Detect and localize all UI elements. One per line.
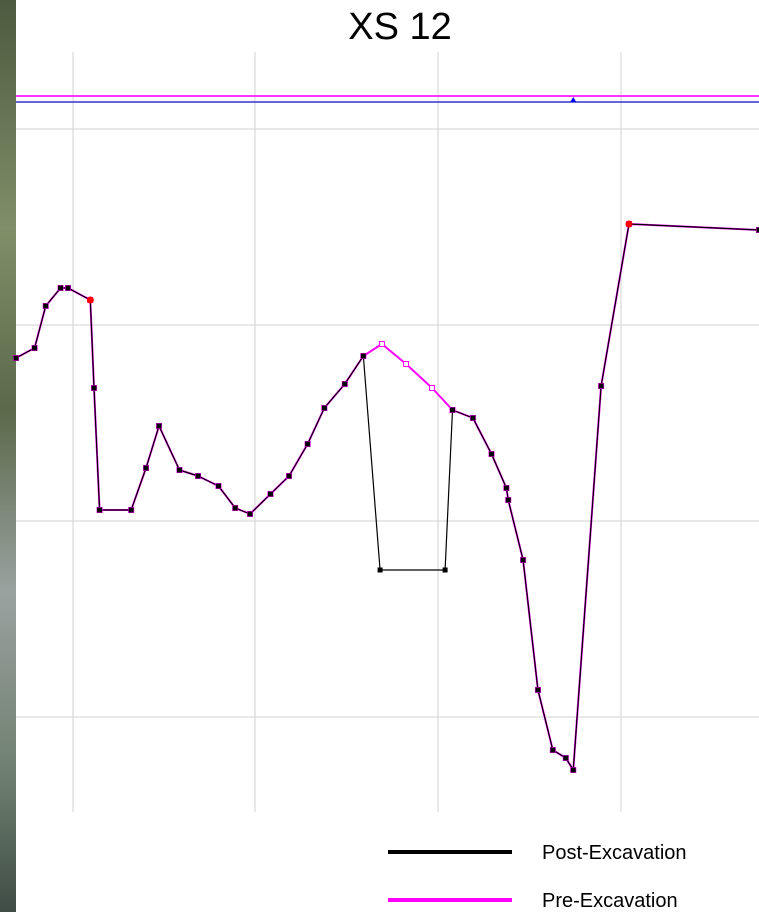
data-point-post-excavation bbox=[65, 285, 71, 291]
data-point-post-excavation bbox=[195, 473, 201, 479]
data-point-post-excavation bbox=[377, 567, 383, 573]
data-point-post-excavation bbox=[143, 465, 149, 471]
plot-background bbox=[16, 0, 759, 912]
data-point-post-excavation bbox=[520, 557, 526, 563]
series-layer bbox=[13, 220, 759, 773]
data-point-post-excavation bbox=[535, 687, 541, 693]
data-point-post-excavation bbox=[442, 567, 448, 573]
data-point-post-excavation bbox=[321, 405, 327, 411]
data-point-post-excavation bbox=[470, 415, 476, 421]
gridlines bbox=[16, 52, 759, 812]
data-point-post-excavation bbox=[43, 303, 49, 309]
data-point-post-excavation bbox=[286, 473, 292, 479]
data-point-post-excavation bbox=[550, 747, 556, 753]
data-point-post-excavation bbox=[128, 507, 134, 513]
data-point-post-excavation bbox=[32, 345, 38, 351]
water-surface-marker bbox=[570, 97, 577, 102]
data-point-pre-excavation bbox=[378, 341, 385, 347]
data-point-post-excavation bbox=[13, 355, 19, 361]
data-point-post-excavation bbox=[563, 755, 569, 761]
chart-title: XS 12 bbox=[348, 6, 452, 48]
data-point-pre-excavation bbox=[403, 361, 410, 367]
aerial-image-strip bbox=[0, 0, 16, 912]
data-point-pre-excavation bbox=[429, 385, 436, 391]
data-point-post-excavation bbox=[232, 505, 238, 511]
data-point-post-excavation bbox=[156, 423, 162, 429]
data-point-post-excavation bbox=[570, 767, 576, 773]
data-point-post-excavation bbox=[176, 467, 182, 473]
legend: Post-Excavation Pre-Excavation bbox=[388, 842, 687, 912]
data-point-post-excavation bbox=[505, 497, 511, 503]
data-point-post-excavation bbox=[756, 227, 759, 233]
data-point-post-excavation bbox=[215, 483, 221, 489]
data-point-post-excavation bbox=[91, 385, 97, 391]
data-point-post-excavation bbox=[305, 441, 311, 447]
data-point-post-excavation bbox=[360, 353, 366, 359]
data-point-post-excavation bbox=[97, 507, 103, 513]
bank-station-marker bbox=[625, 220, 633, 228]
data-point-post-excavation bbox=[598, 383, 604, 389]
data-point-post-excavation bbox=[267, 491, 273, 497]
data-point-post-excavation bbox=[489, 451, 495, 457]
data-point-post-excavation bbox=[342, 381, 348, 387]
legend-label-post: Post-Excavation bbox=[542, 842, 687, 864]
data-point-post-excavation bbox=[58, 285, 64, 291]
bank-station-marker bbox=[86, 296, 94, 304]
legend-label-pre: Pre-Excavation bbox=[542, 890, 678, 912]
data-point-post-excavation bbox=[247, 511, 253, 517]
data-point-post-excavation bbox=[450, 407, 456, 413]
data-point-post-excavation bbox=[503, 485, 509, 491]
